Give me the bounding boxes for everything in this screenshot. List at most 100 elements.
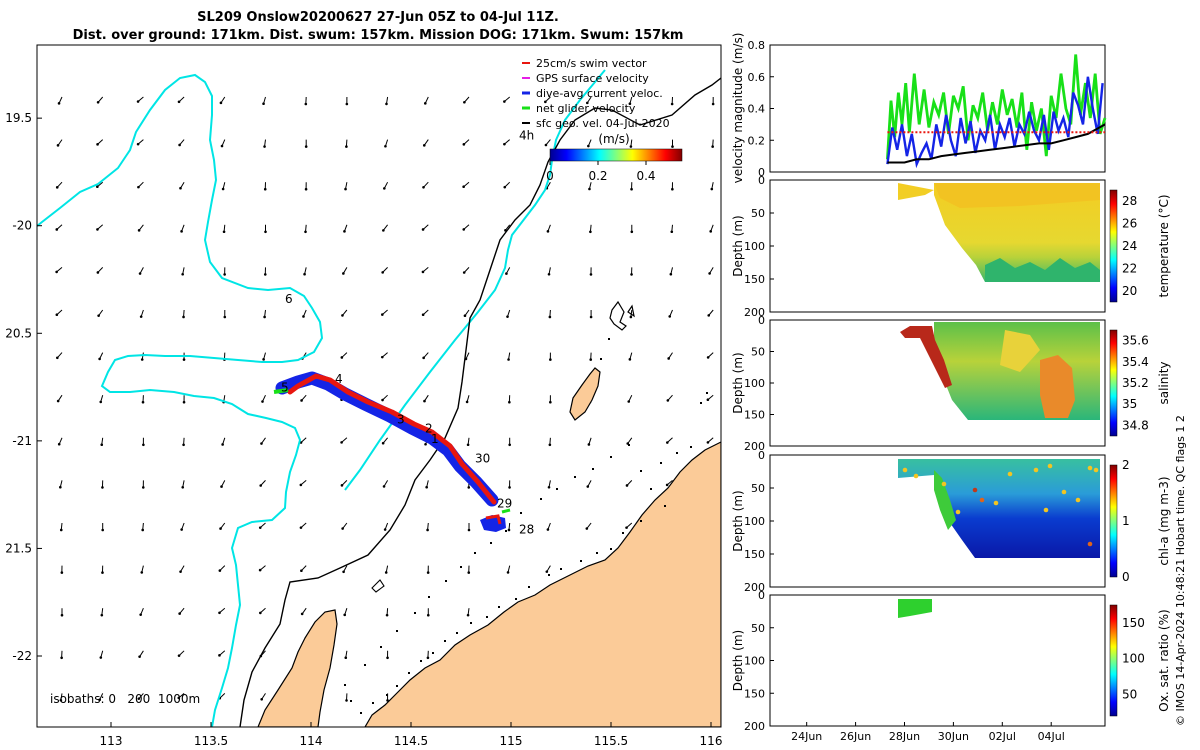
islet-17 bbox=[470, 622, 472, 624]
p4-ytick-label-4: 200 bbox=[744, 581, 765, 594]
current-arrow-head-25 bbox=[101, 486, 104, 489]
islet-42 bbox=[574, 476, 576, 478]
current-arrow-head-242 bbox=[671, 187, 674, 191]
current-arrow-head-214 bbox=[589, 358, 593, 361]
isobath-1000m bbox=[239, 77, 721, 727]
p2-ytick-label-1: 50 bbox=[751, 207, 765, 220]
current-arrow-head-92 bbox=[259, 611, 262, 615]
islet-6 bbox=[640, 520, 642, 522]
current-arrow-head-123 bbox=[342, 570, 345, 574]
current-arrow-255 bbox=[672, 736, 673, 743]
p5-cbar-label-1: 100 bbox=[1122, 652, 1145, 666]
current-arrow-head-136 bbox=[381, 441, 385, 445]
current-arrow-head-24 bbox=[100, 443, 104, 447]
legend-net: net glider velocity bbox=[536, 102, 636, 115]
salinity-yellow-patch bbox=[1000, 330, 1040, 372]
current-arrow-head-186 bbox=[507, 528, 511, 532]
day-label-1: 6 bbox=[285, 292, 293, 306]
current-arrow-head-216 bbox=[587, 443, 591, 446]
current-arrow-head-82 bbox=[263, 187, 267, 191]
islet-30 bbox=[380, 646, 382, 648]
current-arrow-head-98 bbox=[304, 187, 308, 191]
current-arrow-head-65 bbox=[220, 144, 224, 148]
current-arrow-head-0 bbox=[57, 102, 61, 105]
current-arrow-223 bbox=[587, 736, 591, 741]
current-arrow-head-58 bbox=[180, 528, 183, 531]
velocity-series bbox=[886, 54, 1107, 169]
day-label-2: 5 bbox=[281, 380, 289, 394]
p4-cbar-label-1: 1 bbox=[1122, 514, 1130, 528]
current-arrow-head-88 bbox=[260, 442, 263, 445]
current-arrow-head-16 bbox=[96, 100, 100, 104]
current-arrow-head-95 bbox=[261, 741, 264, 744]
current-arrow-head-108 bbox=[300, 612, 304, 616]
coastal-islets bbox=[344, 338, 708, 714]
current-arrow-head-162 bbox=[462, 185, 465, 189]
current-arrow-head-23 bbox=[99, 400, 103, 404]
islet-25 bbox=[372, 702, 374, 704]
current-arrow-head-6 bbox=[56, 356, 59, 360]
current-arrow-head-168 bbox=[466, 443, 470, 447]
islet-33 bbox=[428, 596, 430, 598]
current-arrow-head-239 bbox=[628, 741, 631, 744]
chl-dot-3 bbox=[972, 487, 978, 493]
p3-ytick-label-1: 50 bbox=[751, 346, 765, 359]
current-arrow-head-169 bbox=[467, 486, 471, 489]
current-arrow-head-241 bbox=[671, 145, 674, 148]
current-arrow-head-130 bbox=[383, 187, 386, 190]
current-arrow-head-13 bbox=[60, 656, 63, 660]
current-arrow-head-64 bbox=[219, 101, 223, 105]
islet-10 bbox=[580, 560, 582, 562]
p5-ytick-label-4: 200 bbox=[744, 720, 765, 733]
current-arrow-head-103 bbox=[300, 399, 303, 402]
current-arrow-head-134 bbox=[380, 355, 384, 359]
current-arrow-head-212 bbox=[589, 273, 593, 276]
current-arrow-head-69 bbox=[223, 315, 227, 319]
current-arrow-head-243 bbox=[670, 230, 674, 234]
current-arrow-head-75 bbox=[218, 569, 222, 572]
salinity-orange-patch bbox=[1040, 355, 1075, 418]
current-arrow-head-9 bbox=[59, 485, 62, 489]
chl-dot-9 bbox=[1061, 489, 1067, 495]
current-arrow-head-94 bbox=[260, 697, 263, 701]
p4-ytick-label-0: 0 bbox=[758, 449, 765, 462]
current-arrow-head-32 bbox=[136, 100, 140, 103]
current-arrow-head-150 bbox=[422, 356, 425, 360]
isobath-200m-shelf bbox=[344, 69, 606, 491]
current-arrow-head-54 bbox=[182, 358, 186, 361]
p3-cbar-label-3: 35.4 bbox=[1122, 355, 1149, 369]
current-arrow-head-127 bbox=[346, 742, 349, 745]
current-arrow-head-5 bbox=[55, 313, 59, 317]
day-label-3: 4 bbox=[335, 372, 343, 386]
current-arrow-63 bbox=[179, 736, 184, 741]
current-arrow-head-41 bbox=[141, 486, 145, 489]
chl-dot-0 bbox=[902, 467, 908, 473]
current-arrow-95 bbox=[263, 736, 266, 742]
islet-8 bbox=[610, 548, 612, 550]
current-arrow-head-3 bbox=[55, 228, 59, 231]
current-arrow-head-202 bbox=[546, 528, 550, 531]
current-arrow-head-227 bbox=[630, 230, 634, 234]
current-arrow-head-7 bbox=[56, 399, 60, 403]
day-label-0: 4h bbox=[519, 129, 534, 143]
chl-bottle-dots bbox=[902, 463, 1099, 547]
current-arrow-head-258 bbox=[710, 187, 714, 191]
current-arrow-head-18 bbox=[96, 185, 99, 189]
current-arrow-head-240 bbox=[670, 102, 674, 106]
current-arrow-head-83 bbox=[264, 230, 267, 234]
current-arrow-143 bbox=[387, 736, 388, 743]
current-arrow-head-36 bbox=[138, 272, 142, 275]
current-arrow-head-246 bbox=[667, 357, 670, 360]
vel-ytick-label-4: 0.8 bbox=[748, 39, 766, 52]
map-ytick-label-2: 20.5 bbox=[5, 326, 32, 340]
map-title: SL209 Onslow20200627 27-Jun 05Z to 04-Ju… bbox=[197, 10, 559, 25]
map-axis-ticks: 113 113.5 114 114.5 115 115.5 116 19.5 -20 20.5 -2… bbox=[5, 111, 722, 748]
current-arrow-head-96 bbox=[304, 102, 308, 106]
p3-cbar-title: salinity bbox=[1157, 361, 1171, 404]
date-tick-label-3: 30Jun bbox=[938, 730, 969, 743]
current-arrow-head-10 bbox=[59, 528, 63, 532]
current-arrow-head-73 bbox=[220, 485, 223, 488]
current-arrow-head-152 bbox=[424, 442, 427, 446]
chl-dot-10 bbox=[1075, 497, 1081, 503]
current-arrow-head-72 bbox=[221, 443, 224, 446]
